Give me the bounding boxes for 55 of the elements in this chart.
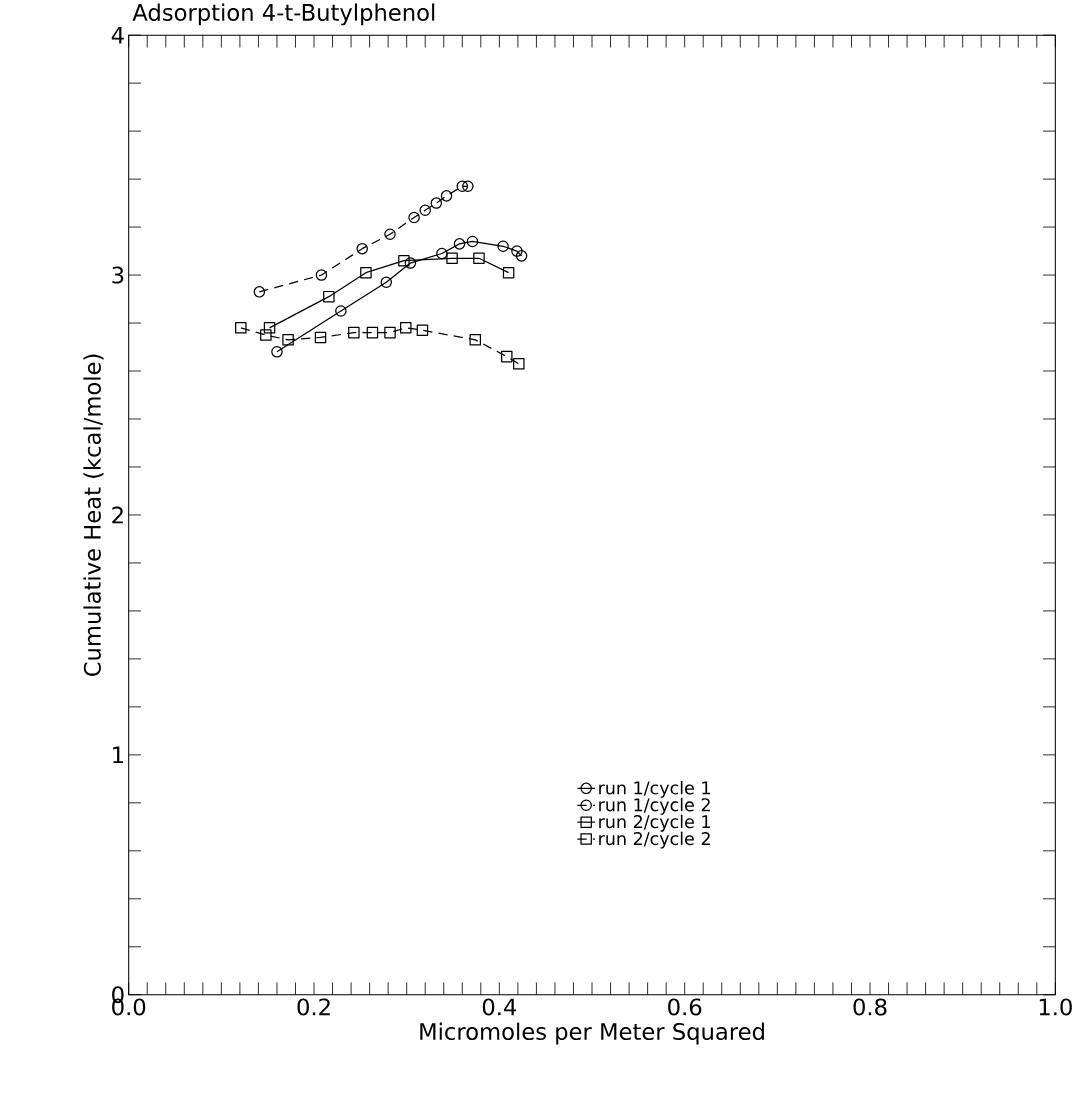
- point: [400, 322, 412, 334]
- point: [430, 197, 443, 209]
- point: [384, 228, 396, 241]
- point: [502, 266, 515, 279]
- point: [462, 180, 474, 193]
- point: [360, 266, 372, 279]
- point: [456, 180, 469, 193]
- point: [453, 238, 466, 250]
- point: [384, 326, 396, 339]
- x-tick-label: 0.8: [853, 998, 887, 1016]
- y-tick-label: 1: [113, 746, 124, 764]
- point: [335, 305, 347, 317]
- point: [416, 324, 429, 336]
- point: [513, 358, 525, 370]
- point: [466, 235, 479, 248]
- point: [235, 322, 247, 334]
- y-tick-label: 4: [111, 26, 124, 44]
- point: [408, 211, 420, 224]
- point: [419, 204, 432, 217]
- point: [398, 254, 410, 267]
- point: [501, 350, 513, 363]
- x-tick-label: 1.0: [1039, 998, 1072, 1016]
- legend-label: run 2/cycle 2: [599, 831, 710, 849]
- point: [473, 252, 485, 265]
- point: [260, 329, 272, 341]
- legend-label: run 1/cycle 1: [599, 780, 711, 798]
- point: [314, 331, 327, 344]
- y-tick-label: 2: [112, 506, 123, 524]
- point: [366, 326, 379, 339]
- point: [404, 257, 417, 269]
- point: [253, 286, 266, 298]
- legend-label: run 2/cycle 1: [599, 814, 711, 832]
- point: [497, 240, 509, 253]
- legend-label: run 1/cycle 2: [599, 797, 710, 815]
- point: [323, 290, 335, 303]
- point: [271, 346, 283, 358]
- chart-title: Adsorption 4-t-Butylphenol: [132, 3, 435, 26]
- y-axis-title: Cumulative Heat (kcal/mole): [83, 354, 104, 676]
- x-tick-label: 0.4: [482, 998, 517, 1016]
- point: [469, 334, 482, 346]
- point: [263, 322, 276, 334]
- point: [440, 190, 453, 202]
- point: [446, 252, 458, 265]
- point: [356, 242, 369, 255]
- point: [515, 250, 528, 262]
- point: [315, 269, 328, 281]
- point: [380, 276, 393, 289]
- x-axis-title: Micromoles per Meter Squared: [420, 1022, 765, 1045]
- point: [282, 334, 294, 346]
- x-tick-label: 0.2: [297, 998, 330, 1016]
- point: [436, 247, 448, 260]
- x-tick-label: 0.6: [668, 998, 702, 1016]
- point: [348, 326, 360, 339]
- y-tick-label: 3: [112, 266, 124, 284]
- point: [511, 245, 523, 257]
